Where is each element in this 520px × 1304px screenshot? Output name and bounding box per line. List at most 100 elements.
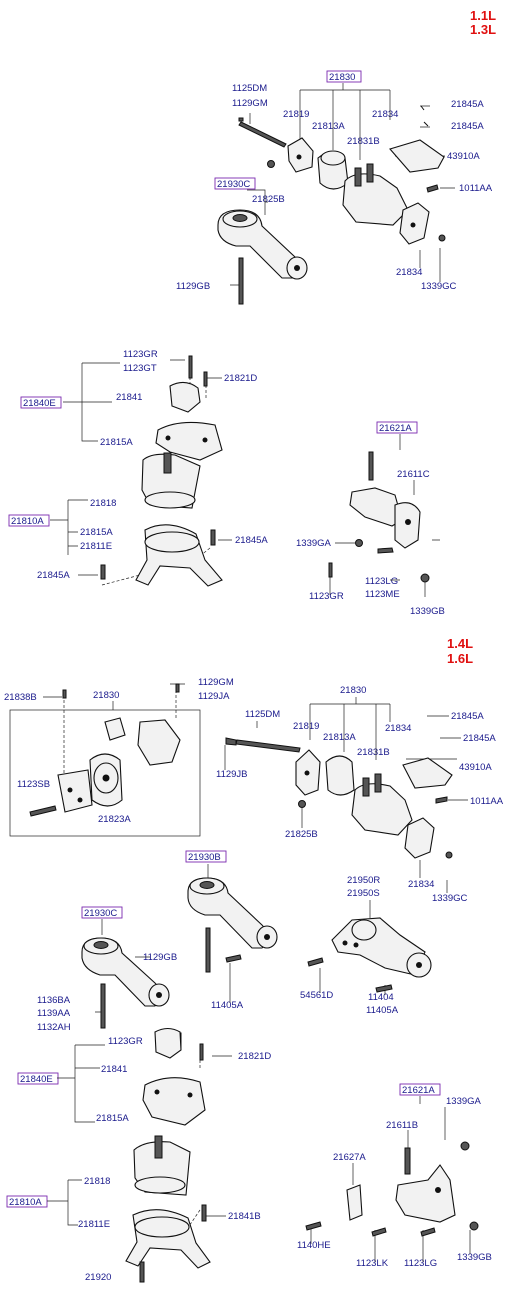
part-label[interactable]: 1011AA [470, 796, 504, 807]
part-label[interactable]: 21834 [372, 109, 398, 120]
part-box [8, 514, 50, 527]
part-label[interactable]: 21815A [96, 1113, 129, 1124]
bracket-icon [155, 421, 223, 461]
part-label[interactable]: 21920 [85, 1272, 111, 1283]
part-label[interactable]: 11405A [366, 1005, 399, 1016]
part-label[interactable]: 54561D [300, 990, 333, 1001]
part-label[interactable]: 1129JB [216, 769, 248, 780]
part-label[interactable]: 21840E [20, 1074, 53, 1085]
bracket-plate-icon [389, 139, 445, 173]
part-label[interactable]: 21841B [228, 1211, 261, 1222]
part-label[interactable]: 21819 [283, 109, 309, 120]
part-label[interactable]: 1129GB [143, 952, 177, 963]
part-label[interactable]: 21823A [98, 814, 131, 825]
part-label[interactable]: 21845A [451, 711, 484, 722]
part-label[interactable]: 21845A [37, 570, 70, 581]
part-label[interactable]: 21621A [402, 1085, 435, 1096]
part-label[interactable]: 21845A [235, 535, 268, 546]
bolt-icon [371, 1227, 387, 1237]
part-label[interactable]: 21813A [312, 121, 345, 132]
bolt-icon [435, 796, 448, 804]
part-label[interactable]: 21831B [347, 136, 380, 147]
part-label[interactable]: 21845A [451, 99, 484, 110]
part-label[interactable]: 21838B [4, 692, 37, 703]
part-label[interactable]: 1123GR [309, 591, 344, 602]
nut-icon [267, 160, 275, 168]
part-label[interactable]: 1136BA [37, 995, 71, 1006]
part-label[interactable]: 21627A [333, 1152, 366, 1163]
part-label[interactable]: 21834 [408, 879, 434, 890]
part-label[interactable]: 21830 [340, 685, 366, 696]
part-label[interactable]: 1123GT [123, 363, 157, 374]
part-label[interactable]: 21810A [9, 1197, 42, 1208]
part-label[interactable]: 21845A [463, 733, 496, 744]
part-label[interactable]: 21821D [238, 1051, 271, 1062]
part-label[interactable]: 21611B [386, 1120, 418, 1131]
part-label[interactable]: 11405A [211, 1000, 244, 1011]
part-label[interactable]: 21621A [379, 423, 412, 434]
part-label[interactable]: 1339GA [446, 1096, 482, 1107]
part-label[interactable]: 1339GC [432, 893, 468, 904]
part-label[interactable]: 21818 [84, 1176, 110, 1187]
part-label[interactable]: 1129JA [198, 691, 230, 702]
part-box [185, 850, 227, 863]
part-label[interactable]: 1129GM [232, 98, 268, 109]
part-label[interactable]: 21950S [347, 888, 380, 899]
part-label[interactable]: 21834 [396, 267, 422, 278]
part-label[interactable]: 1129GM [198, 677, 234, 688]
part-label[interactable]: 21821D [224, 373, 257, 384]
part-label[interactable]: 1125DM [232, 83, 267, 94]
bolt-icon [238, 257, 244, 305]
mount-cap-icon [169, 381, 201, 413]
bolt-icon [139, 1261, 145, 1283]
part-label[interactable]: 21813A [323, 732, 356, 743]
part-label[interactable]: 1339GB [410, 606, 445, 617]
part-label[interactable]: 21818 [90, 498, 116, 509]
part-label[interactable]: 1123GR [123, 349, 158, 360]
part-label[interactable]: 21831B [357, 747, 390, 758]
part-label[interactable]: 1339GC [421, 281, 457, 292]
part-label[interactable]: 21815A [100, 437, 133, 448]
part-label[interactable]: 21611C [397, 469, 430, 480]
part-label[interactable]: 21841 [116, 392, 142, 403]
part-label[interactable]: 21930B [188, 852, 221, 863]
part-label[interactable]: 1123LG [404, 1258, 437, 1269]
part-label[interactable]: 1139AA [37, 1008, 71, 1019]
part-label[interactable]: 1123ME [365, 589, 400, 600]
part-label[interactable]: 21825B [285, 829, 318, 840]
part-label[interactable]: 21845A [451, 121, 484, 132]
mount-bracket-icon [342, 173, 409, 226]
part-label[interactable]: 21930C [84, 908, 117, 919]
part-label[interactable]: 21840E [23, 398, 56, 409]
part-label[interactable]: 21830 [329, 72, 355, 83]
part-label[interactable]: 43910A [459, 762, 492, 773]
part-label[interactable]: 21811E [80, 541, 112, 552]
bolt-icon [375, 984, 393, 993]
bolt-icon [199, 1043, 204, 1061]
part-label[interactable]: 1339GB [457, 1252, 492, 1263]
part-label[interactable]: 21811E [78, 1219, 110, 1230]
part-label[interactable]: 1140HE [297, 1240, 331, 1251]
part-label[interactable]: 21810A [11, 516, 44, 527]
bolt-icon [210, 529, 216, 546]
nut-icon [420, 573, 430, 583]
part-label[interactable]: 21815A [80, 527, 113, 538]
part-label[interactable]: 1011AA [459, 183, 493, 194]
part-label[interactable]: 1123LG [365, 576, 398, 587]
part-label[interactable]: 21950R [347, 875, 380, 886]
part-label[interactable]: 1123SB [17, 779, 50, 790]
part-label[interactable]: 1123GR [108, 1036, 143, 1047]
part-label[interactable]: 21819 [293, 721, 319, 732]
part-label[interactable]: 21841 [101, 1064, 127, 1075]
part-label[interactable]: 43910A [447, 151, 480, 162]
part-label[interactable]: 21825B [252, 194, 285, 205]
part-label[interactable]: 1123LK [356, 1258, 389, 1269]
part-label[interactable]: 1339GA [296, 538, 332, 549]
part-label[interactable]: 21834 [385, 723, 411, 734]
part-label[interactable]: 1129GB [176, 281, 210, 292]
part-label[interactable]: 1132AH [37, 1022, 71, 1033]
part-label[interactable]: 1125DM [245, 709, 280, 720]
part-label[interactable]: 21930C [217, 179, 250, 190]
part-label[interactable]: 21830 [93, 690, 119, 701]
part-label[interactable]: 11404 [368, 992, 394, 1003]
